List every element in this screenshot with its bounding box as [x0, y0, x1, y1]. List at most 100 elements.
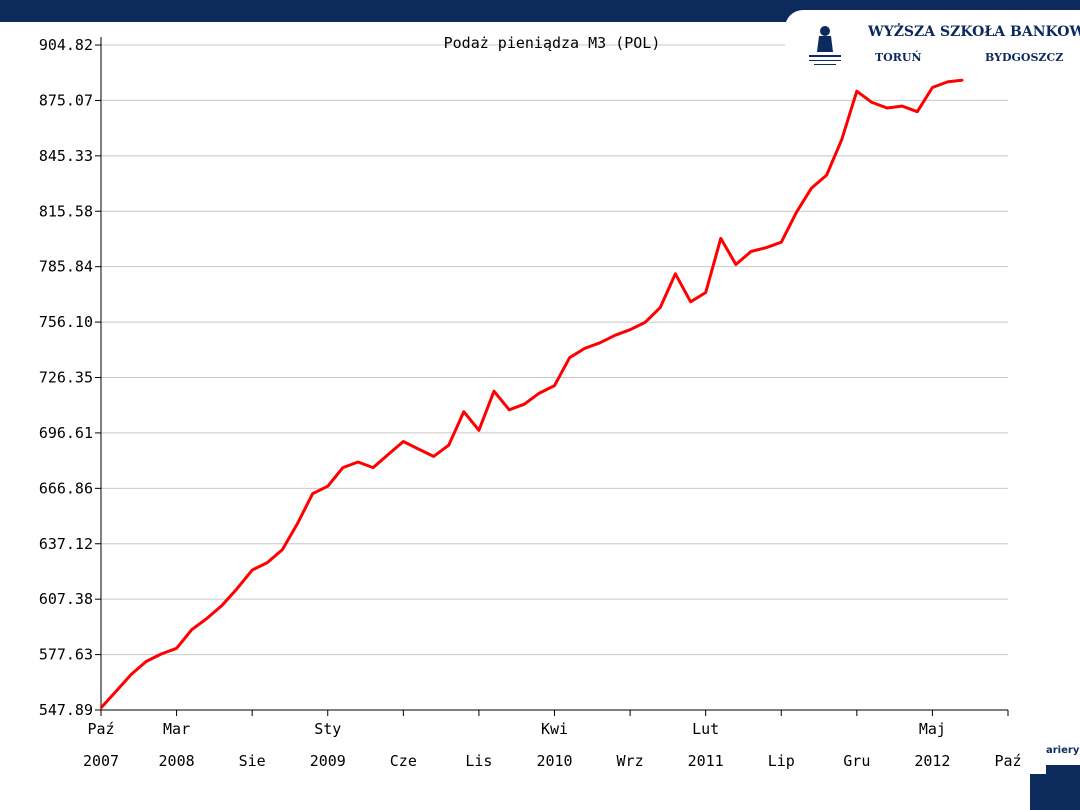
data-point	[523, 403, 526, 406]
series-line-m3	[99, 78, 963, 709]
x-tick-year-label: 2007	[83, 752, 119, 770]
data-point	[341, 466, 344, 469]
data-point	[689, 300, 692, 303]
data-point	[447, 444, 450, 447]
chart-title: Podaż pieniądza M3 (POL)	[444, 34, 661, 52]
data-point	[719, 237, 722, 240]
data-point	[765, 246, 768, 249]
data-point	[870, 101, 873, 104]
y-tick-label: 904.82	[39, 36, 93, 54]
data-point	[734, 263, 737, 266]
data-point	[780, 241, 783, 244]
data-point	[855, 90, 858, 93]
x-tick-month-label: Kwi	[541, 720, 568, 738]
data-point	[946, 80, 949, 83]
y-tick-label: 815.58	[39, 202, 93, 220]
data-point	[674, 272, 677, 275]
x-tick-year-label: Cze	[390, 752, 417, 770]
logo-city-torun: TORUŃ	[875, 51, 922, 64]
data-point	[704, 291, 707, 294]
data-point	[326, 485, 329, 488]
x-tick-year-label: 2009	[310, 752, 346, 770]
emblem-icon	[809, 26, 841, 65]
y-tick-label: 875.07	[39, 91, 93, 109]
data-point	[886, 107, 889, 109]
y-tick-label: 637.12	[39, 535, 93, 553]
x-tick-year-label: 2008	[159, 752, 195, 770]
data-point	[553, 384, 556, 387]
data-point	[190, 628, 193, 631]
data-point	[372, 466, 375, 469]
y-tick-label: 666.86	[39, 479, 93, 497]
y-tick-label: 785.84	[39, 258, 93, 276]
chart-background	[0, 22, 1024, 774]
x-tick-year-label: 2010	[536, 752, 572, 770]
data-point	[417, 448, 420, 450]
x-tick-year-label: Lip	[768, 752, 795, 770]
data-point	[205, 617, 208, 620]
x-tick-month-label: Sty	[314, 720, 341, 738]
data-point	[266, 561, 269, 564]
data-point	[160, 652, 163, 655]
university-logo: WYŻSZA SZKOŁA BANKOWA TORUŃ BYDGOSZCZ	[785, 10, 1080, 74]
x-tick-month-label: Lut	[692, 720, 719, 738]
y-tick-label: 756.10	[39, 313, 93, 331]
data-point	[644, 321, 647, 324]
y-tick-labels: 547.89 577.63 607.38 637.12 666.86 696.61 726.…	[39, 36, 101, 719]
data-point	[402, 440, 405, 443]
data-point	[130, 673, 133, 676]
data-point	[810, 187, 813, 190]
data-point	[296, 522, 299, 525]
x-tick-year-label: 2011	[688, 752, 724, 770]
data-point	[750, 250, 752, 253]
data-point	[614, 334, 616, 337]
data-point	[583, 347, 586, 350]
series-layer	[99, 78, 964, 709]
x-tick-year-label: Paź	[994, 752, 1021, 770]
data-point	[961, 79, 964, 82]
data-point	[100, 706, 102, 709]
x-tick-labels: Paź 2007 Mar 2008 Sie Sty 2009 Cze Lis Kwi 2010 Wrz…	[83, 710, 1022, 770]
data-point	[825, 174, 828, 177]
y-tick-label: 845.33	[39, 147, 93, 165]
y-tick-label: 577.63	[39, 646, 93, 664]
y-tick-label: 726.35	[39, 369, 93, 387]
footer-text-fragment: ariery	[1046, 745, 1080, 756]
x-tick-year-label: 2012	[914, 752, 950, 770]
data-point	[477, 429, 480, 432]
data-point	[659, 306, 662, 309]
data-point	[175, 647, 178, 650]
x-tick-year-label: Sie	[239, 752, 266, 770]
y-tick-label: 696.61	[39, 424, 93, 442]
x-tick-month-label: Paź	[87, 720, 114, 738]
data-point	[432, 455, 435, 458]
data-point	[598, 341, 601, 344]
data-point	[357, 461, 359, 463]
bottom-strip	[0, 774, 1030, 810]
data-point	[901, 105, 904, 108]
data-point	[931, 86, 934, 89]
data-point	[236, 587, 238, 590]
data-point	[281, 548, 284, 551]
x-tick-month-label: Maj	[919, 720, 946, 738]
data-point	[568, 356, 571, 359]
data-point	[493, 390, 495, 393]
data-point	[508, 408, 511, 411]
data-point	[538, 392, 541, 395]
data-point	[145, 660, 148, 663]
x-tick-month-label: Mar	[163, 720, 190, 738]
data-point	[311, 492, 314, 495]
corner-block	[1046, 765, 1080, 787]
data-point	[795, 211, 798, 214]
data-point	[629, 328, 632, 331]
x-tick-year-label: Lis	[465, 752, 492, 770]
y-tick-label: 547.89	[39, 701, 93, 719]
x-tick-year-label: Wrz	[617, 752, 644, 770]
logo-name: WYŻSZA SZKOŁA BANKOWA	[868, 24, 1080, 40]
logo-city-bydgoszcz: BYDGOSZCZ	[985, 51, 1064, 64]
data-point	[840, 138, 843, 141]
data-point	[251, 569, 254, 572]
x-tick-year-label: Gru	[843, 752, 870, 770]
y-tick-label: 607.38	[39, 590, 93, 608]
